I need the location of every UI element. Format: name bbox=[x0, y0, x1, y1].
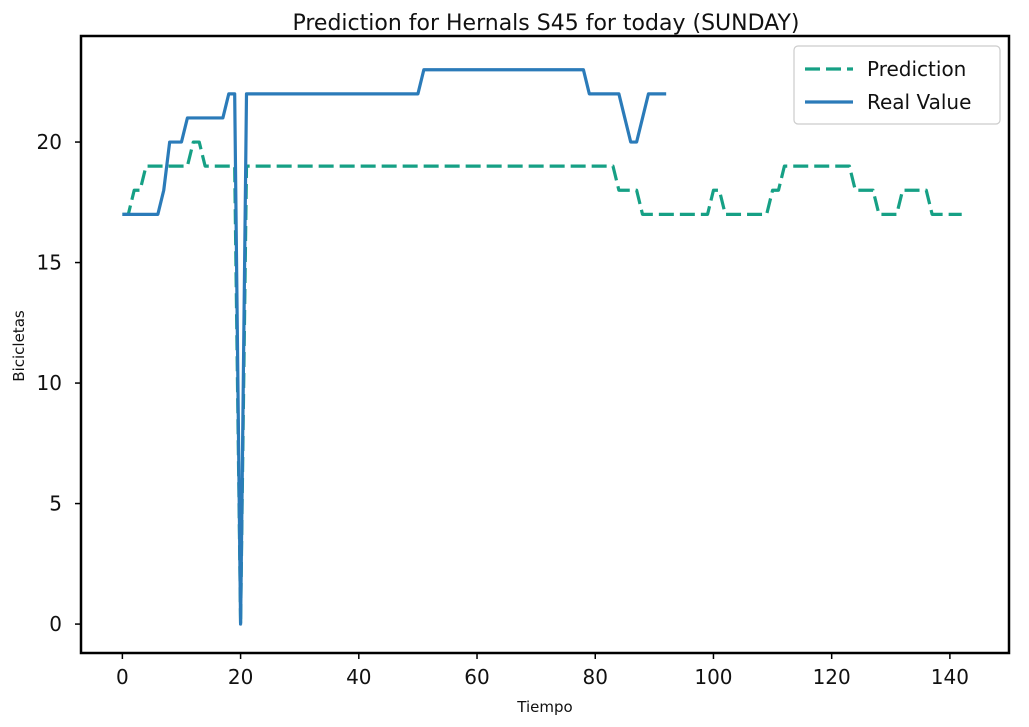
plot-series-group bbox=[122, 68, 962, 626]
x-axis-ticks: 0 20 40 60 80 100 120 140 bbox=[116, 653, 969, 689]
plot-area-frame bbox=[79, 34, 1011, 655]
y-axis-label: Bicicletas bbox=[10, 310, 28, 382]
series-line-2 bbox=[122, 68, 667, 626]
x-tick-label: 100 bbox=[694, 665, 732, 689]
x-tick-label: 40 bbox=[346, 665, 371, 689]
chart-title: Prediction for Hernals S45 for today (SU… bbox=[292, 11, 799, 36]
x-tick-label: 80 bbox=[583, 665, 608, 689]
y-tick-label: 0 bbox=[49, 612, 62, 636]
x-tick-label: 140 bbox=[931, 665, 969, 689]
legend-label-2: Real Value bbox=[867, 90, 971, 114]
series-line-1 bbox=[122, 140, 962, 626]
x-tick-label: 0 bbox=[116, 665, 129, 689]
x-tick-label: 120 bbox=[813, 665, 851, 689]
legend-label-1: Prediction bbox=[867, 57, 966, 81]
y-tick-label: 15 bbox=[37, 251, 62, 275]
y-tick-label: 10 bbox=[37, 371, 62, 395]
y-axis-ticks: 0 5 10 15 20 bbox=[37, 130, 81, 636]
legend: Prediction Real Value bbox=[793, 45, 1001, 125]
legend-box bbox=[793, 45, 1001, 125]
x-tick-label: 20 bbox=[228, 665, 253, 689]
y-tick-label: 20 bbox=[37, 130, 62, 154]
x-tick-label: 60 bbox=[464, 665, 489, 689]
x-axis-label: Tiempo bbox=[516, 698, 572, 716]
y-tick-label: 5 bbox=[49, 492, 62, 516]
